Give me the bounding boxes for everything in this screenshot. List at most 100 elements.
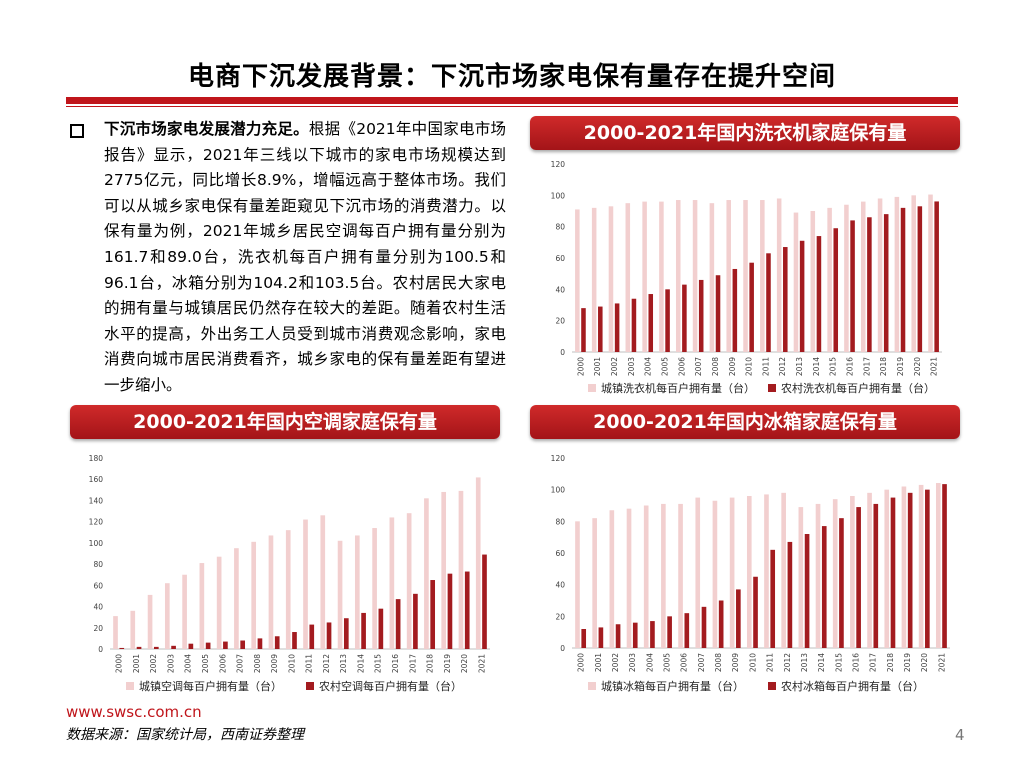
ac-xtick-label: 2004 — [184, 654, 193, 673]
ac-legend-urban-swatch — [126, 682, 134, 690]
washer-rural-bar — [665, 289, 670, 352]
washer-xtick-label: 2014 — [812, 357, 821, 376]
washer-rural-bar — [631, 298, 637, 352]
fridge-xtick-label: 2003 — [628, 653, 637, 672]
fridge-xtick-label: 2008 — [714, 653, 723, 672]
ac-xtick-label: 2018 — [426, 654, 435, 673]
fridge-rural-bar — [736, 589, 741, 648]
ac-xtick-label: 2008 — [253, 654, 262, 673]
fridge-xtick-label: 2017 — [869, 653, 878, 672]
washer-rural-bar — [732, 268, 738, 352]
fridge-rural-bar — [684, 613, 690, 648]
fridge-xtick-label: 2018 — [886, 653, 895, 672]
ac-rural-bar — [153, 646, 159, 649]
washer-xtick-label: 2021 — [930, 357, 939, 376]
bullet-lead: 下沉市场家电发展潜力充足。 — [104, 120, 309, 138]
ac-xtick-label: 2002 — [149, 654, 158, 673]
fridge-urban-bar — [867, 492, 872, 648]
washer-xtick-label: 2017 — [862, 357, 871, 376]
washer-urban-bar — [911, 195, 916, 352]
data-source-note: 数据来源：国家统计局，西南证券整理 — [66, 727, 304, 743]
ac-xtick-label: 2009 — [270, 654, 279, 673]
washer-xtick-label: 2016 — [846, 357, 855, 376]
washer-chart-title: 2000-2021年国内洗衣机家庭保有量 — [530, 116, 960, 150]
fridge-xtick-label: 2004 — [645, 653, 654, 672]
washer-chart-svg: 0 20 40 60 80 100 120 2000 2001 2002 2003 2004 2005 2… — [551, 160, 942, 395]
ac-xtick-label: 2019 — [443, 654, 452, 673]
website-link[interactable]: www.swsc.com.cn — [66, 703, 202, 721]
fridge-xtick-label: 2005 — [663, 653, 672, 672]
ac-xtick-label: 2010 — [287, 654, 296, 673]
fridge-xtick-label: 2002 — [611, 653, 620, 672]
page-number: 4 — [955, 726, 965, 744]
title-divider-thin — [66, 106, 958, 107]
fridge-legend-rural-label: 农村冰箱每百户拥有量（台） — [781, 679, 924, 693]
ac-rural-bar — [309, 624, 315, 649]
fridge-legend-rural-swatch — [768, 682, 776, 690]
ac-xtick-label: 2013 — [339, 654, 348, 673]
fridge-xtick-label: 2000 — [577, 653, 586, 672]
fridge-urban-bar — [678, 503, 683, 648]
ac-xtick-label: 2000 — [115, 654, 124, 673]
fridge-urban-bar — [575, 521, 580, 648]
bullet-square-icon — [70, 124, 84, 138]
washer-ytick-label: 100 — [551, 191, 566, 200]
fridge-xtick-label: 2001 — [594, 653, 603, 672]
fridge-rural-bar — [753, 576, 758, 648]
washer-urban-bar — [743, 200, 748, 352]
washer-legend-urban-swatch — [588, 384, 596, 392]
washer-xtick-label: 2009 — [728, 357, 737, 376]
fridge-ytick-label: 40 — [555, 581, 565, 590]
washer-urban-bar — [709, 203, 715, 352]
fridge-xtick-label: 2007 — [697, 653, 706, 672]
ac-urban-bar — [147, 594, 153, 649]
fridge-xtick-label: 2010 — [748, 653, 757, 672]
fridge-xtick-label: 2006 — [680, 653, 689, 672]
ac-urban-bar — [320, 515, 326, 649]
fridge-ytick-label: 60 — [555, 549, 565, 558]
ac-xtick-label: 2021 — [477, 654, 486, 673]
ac-ytick-label: 0 — [98, 645, 103, 654]
ac-rural-bar — [223, 641, 228, 649]
fridge-ytick-label: 80 — [555, 517, 565, 526]
washer-ytick-label: 120 — [551, 160, 566, 169]
washer-urban-bar — [827, 207, 832, 352]
washer-xtick-label: 2007 — [694, 357, 703, 376]
washer-xtick-label: 2008 — [711, 357, 720, 376]
washer-xtick-label: 2012 — [778, 357, 787, 376]
ac-legend-rural-label: 农村空调每百户拥有量（台） — [319, 679, 462, 693]
washer-rural-bar — [614, 303, 620, 352]
fridge-ytick-label: 100 — [551, 486, 566, 495]
fridge-rural-bar — [632, 622, 638, 648]
fridge-chart: 0 20 40 60 80 100 120 2000 2001 2002 2003 2004 2005 2… — [530, 446, 960, 704]
washer-rural-bar — [715, 275, 721, 352]
washer-rural-bar — [766, 253, 771, 352]
ac-urban-bar — [389, 517, 395, 649]
washer-chart: 0 20 40 60 80 100 120 2000 2001 2002 2003 2004 2005 2… — [530, 152, 960, 402]
washer-xtick-label: 2004 — [644, 357, 653, 376]
fridge-urban-bar — [815, 503, 821, 648]
ac-chart-title: 2000-2021年国内空调家庭保有量 — [70, 405, 500, 439]
washer-urban-bar — [776, 198, 782, 352]
ac-xtick-label: 2016 — [391, 654, 400, 673]
washer-ytick-label: 60 — [555, 254, 565, 263]
fridge-rural-bar — [615, 624, 621, 648]
fridge-urban-bar — [918, 484, 924, 648]
fridge-legend-urban-swatch — [588, 682, 596, 690]
ac-ytick-label: 20 — [93, 624, 103, 633]
fridge-urban-bar — [746, 496, 752, 648]
ac-rural-bar — [430, 580, 436, 649]
ac-urban-bar — [458, 490, 464, 649]
ac-urban-bar — [130, 610, 136, 649]
ac-xtick-label: 2001 — [132, 654, 141, 673]
washer-rural-bar — [682, 284, 687, 352]
fridge-rural-bar — [873, 503, 879, 648]
washer-xtick-label: 2020 — [913, 357, 922, 376]
ac-ytick-label: 40 — [93, 603, 103, 612]
washer-urban-bar — [844, 204, 849, 352]
washer-urban-bar — [810, 211, 816, 352]
fridge-urban-bar — [712, 500, 718, 648]
fridge-legend-urban-label: 城镇冰箱每百户拥有量（台） — [601, 679, 744, 693]
fridge-chart-title: 2000-2021年国内冰箱家庭保有量 — [530, 405, 960, 439]
fridge-rural-bar — [701, 606, 707, 648]
